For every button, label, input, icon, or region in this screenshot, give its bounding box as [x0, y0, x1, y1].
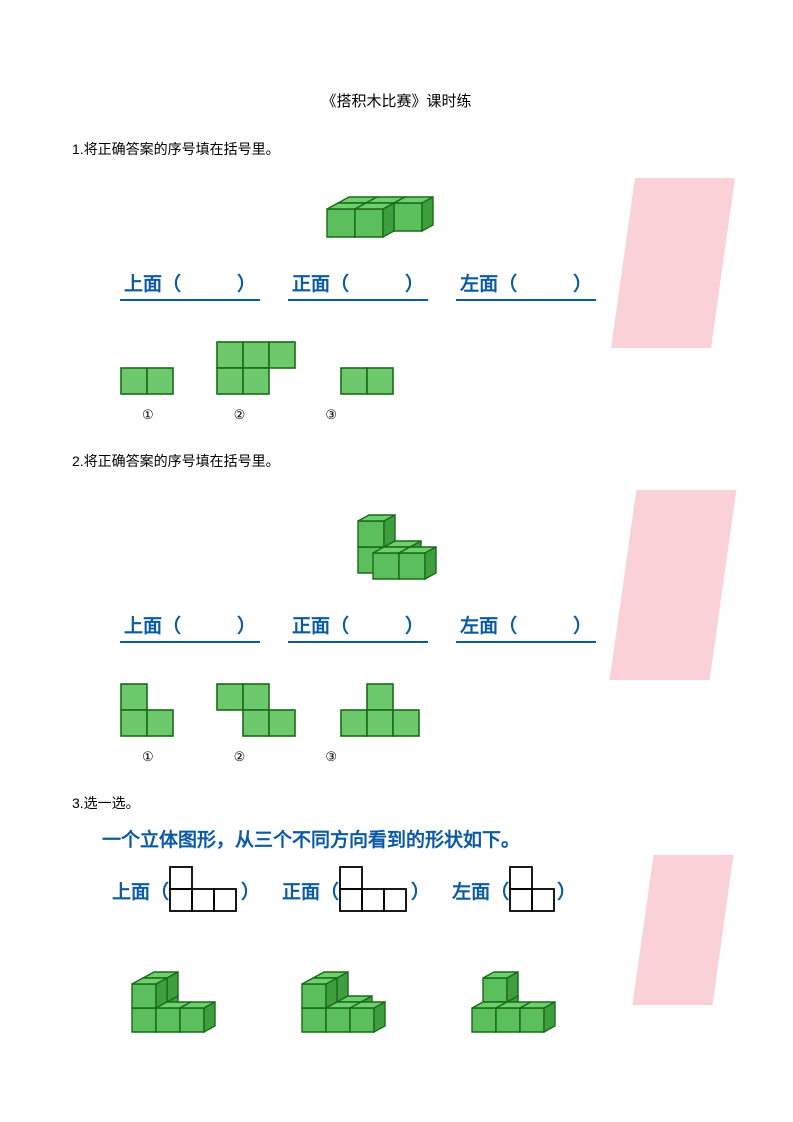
q3-left: 左面（） [452, 866, 576, 914]
q1-answers: 上面（） 正面（） 左面（） [120, 269, 721, 301]
q2-figure [72, 483, 721, 593]
q1-label-1: ① [142, 407, 154, 423]
q1-option-labels: ① ② ③ [142, 407, 721, 423]
q1-label-3: ③ [325, 407, 337, 423]
page-title: 《搭积木比赛》课时练 [72, 90, 721, 111]
q1-figure [72, 171, 721, 251]
q1-text: 1.将正确答案的序号填在括号里。 [72, 139, 721, 159]
q2-option-labels: ① ② ③ [142, 749, 721, 765]
q3-views: 上面（） 正面（） 左面（） [112, 866, 721, 914]
q2-front: 正面（） [288, 611, 428, 643]
q1-front: 正面（） [288, 269, 428, 301]
q1-label-2: ② [234, 407, 246, 423]
q1-top: 上面（） [120, 269, 260, 301]
q3-front: 正面（） [282, 866, 430, 914]
q3-top: 上面（） [112, 866, 260, 914]
q2-label-1: ① [142, 749, 154, 765]
page: 《搭积木比赛》课时练 1.将正确答案的序号填在括号里。 上面（） 正面（） 左面… [0, 0, 793, 1081]
q2-top: 上面（） [120, 611, 260, 643]
q3-options [120, 946, 721, 1041]
q2-answers: 上面（） 正面（） 左面（） [120, 611, 721, 643]
q2-label-3: ③ [325, 749, 337, 765]
q2-options [120, 683, 721, 739]
q3-heading: 一个立体图形，从三个不同方向看到的形状如下。 [102, 825, 721, 852]
q2-left: 左面（） [456, 611, 596, 643]
q2-text: 2.将正确答案的序号填在括号里。 [72, 451, 721, 471]
q1-options [120, 341, 721, 397]
q1-left: 左面（） [456, 269, 596, 301]
q2-label-2: ② [234, 749, 246, 765]
q3-text: 3.选一选。 [72, 793, 721, 813]
